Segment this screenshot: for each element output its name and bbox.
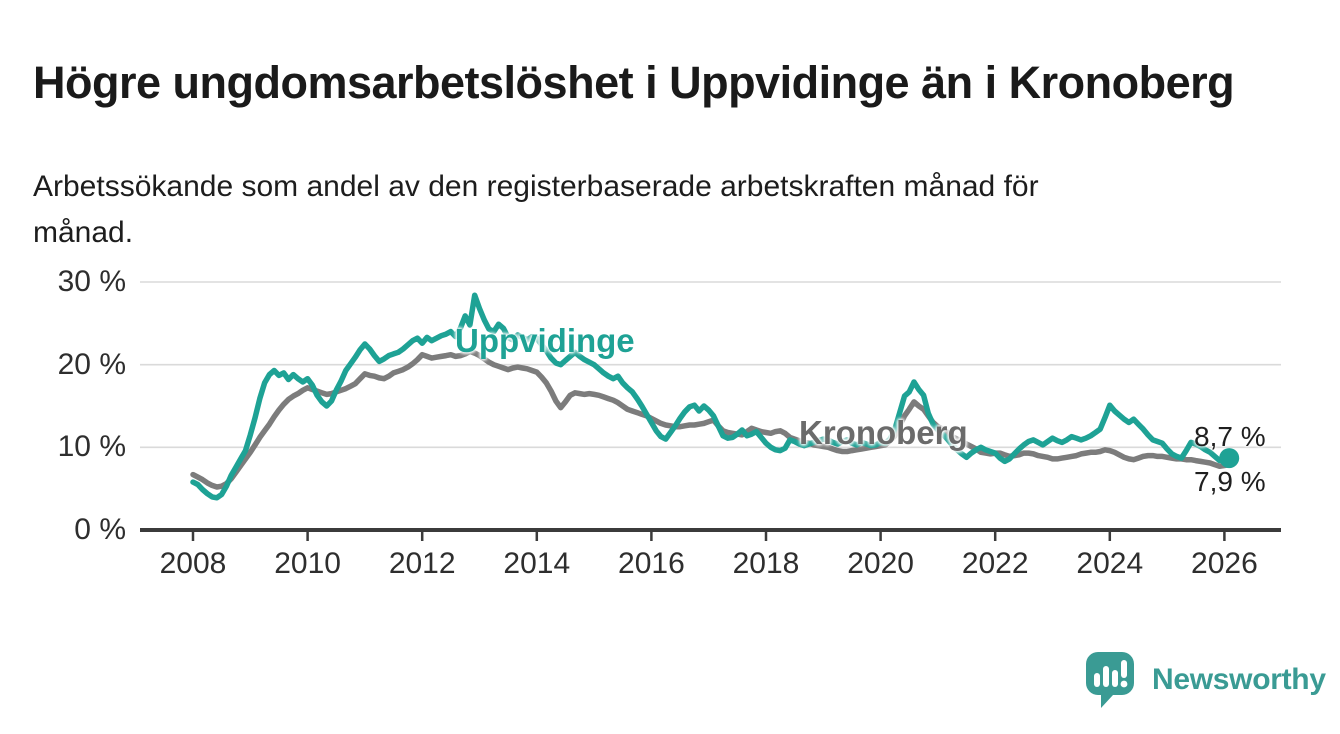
page-subtitle-line2: månad. (33, 216, 134, 249)
x-axis-label: 2022 (961, 547, 1029, 580)
y-axis-label: 30 % (57, 264, 126, 298)
page-title: Högre ungdomsarbetslöshet i Uppvidinge ä… (33, 57, 1235, 109)
series-label-uppvidinge: Uppvidinge (455, 322, 635, 359)
x-axis-label: 2024 (1076, 547, 1144, 580)
series-line-uppvidinge (190, 292, 1232, 501)
end-value-label-uppvidinge: 8,7 % (1194, 421, 1266, 452)
x-axis-label: 2026 (1191, 547, 1258, 580)
x-axis-label: 2010 (274, 547, 341, 580)
newsworthy-logo-text: Newsworthy (1152, 663, 1326, 696)
x-axis-label: 2012 (388, 547, 456, 580)
newsworthy-logo-icon (1086, 652, 1134, 708)
series-line-kronoberg (190, 348, 1232, 490)
page-subtitle: Arbetssökande som andel av den registerb… (33, 164, 1183, 256)
series-end-dot-uppvidinge (1219, 448, 1240, 469)
end-value-label-kronoberg: 7,9 % (1194, 466, 1266, 497)
y-axis-label: 20 % (57, 347, 126, 381)
x-axis-label: 2018 (732, 547, 800, 580)
line-chart: 0 % 10 % 20 % 30 % 2008 2010 2012 2014 2016 2018… (57, 264, 1281, 580)
y-axis-label: 0 % (74, 513, 126, 546)
x-axis-label: 2016 (618, 547, 685, 580)
chart-plot-area (140, 281, 1281, 541)
x-axis-label: 2020 (847, 547, 914, 580)
series-label-kronoberg: Kronoberg (799, 414, 968, 451)
page-subtitle-line1: Arbetssökande som andel av den registerb… (33, 170, 1039, 203)
x-axis-label: 2008 (159, 547, 227, 580)
newsworthy-logo: Newsworthy (1086, 652, 1326, 708)
y-axis-label: 10 % (57, 430, 126, 464)
x-axis-label: 2014 (503, 547, 571, 580)
